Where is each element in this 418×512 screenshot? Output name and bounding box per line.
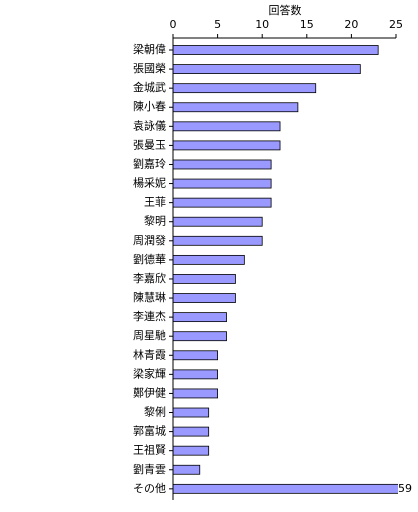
y-tick-label: 陳小春: [133, 100, 166, 113]
bar: [173, 312, 227, 323]
bar: [173, 274, 236, 284]
y-tick-label: 王祖賢: [133, 443, 166, 457]
y-tick-label: 袁詠儀: [133, 118, 166, 132]
y-tick-label: 劉青雲: [133, 462, 166, 476]
bar: [173, 369, 218, 380]
x-tick-label: 20: [344, 18, 358, 31]
y-tick-label: 劉嘉玲: [133, 156, 166, 170]
y-tick-label: 劉德華: [133, 252, 166, 266]
x-tick-label: 25: [389, 18, 403, 31]
y-tick-label: 王菲: [144, 196, 166, 209]
bar: [173, 178, 272, 189]
y-tick-label: 張國榮: [133, 61, 166, 75]
y-tick-label: 郭富城: [133, 424, 166, 438]
y-tick-label: 楊采妮: [133, 176, 166, 190]
bar: [173, 159, 272, 170]
y-tick-label: 周星馳: [133, 328, 166, 342]
x-tick-label: 5: [214, 18, 221, 31]
y-tick-label: 周潤發: [133, 233, 166, 247]
bar: [173, 445, 210, 456]
bar: [173, 102, 299, 113]
y-tick-label: 李嘉欣: [133, 271, 166, 285]
bar: [173, 350, 218, 361]
y-tick-label: 梁家輝: [133, 366, 166, 380]
axis-title: 回答数: [269, 3, 302, 17]
bar: [173, 235, 263, 246]
bar: [173, 45, 379, 55]
bar: [173, 121, 281, 132]
x-tick-label: 15: [300, 18, 314, 31]
y-tick-label: 黎明: [144, 214, 166, 228]
y-tick-label: その他: [133, 482, 166, 495]
y-tick-label: 李連杰: [133, 309, 166, 323]
value-label: 59: [398, 482, 412, 495]
y-tick-label: 林青霞: [133, 347, 166, 361]
y-tick-label: 金城武: [133, 80, 166, 94]
bar: [173, 216, 263, 227]
y-tick-label: 黎俐: [144, 405, 166, 419]
x-tick-label: 0: [170, 18, 177, 31]
bar: [173, 140, 281, 151]
bar: [173, 64, 361, 74]
bar: [173, 483, 398, 494]
y-tick-label: 梁朝偉: [133, 42, 166, 56]
y-tick-label: 陳慧琳: [133, 290, 166, 304]
bar: [173, 388, 218, 399]
bar: [173, 407, 210, 418]
y-tick-label: 鄭伊健: [133, 385, 166, 399]
bar: [173, 464, 201, 475]
bar: [173, 254, 245, 265]
y-tick-label: 張曼玉: [133, 138, 166, 151]
bar: [173, 331, 227, 342]
bar: [173, 197, 272, 208]
bar: [173, 426, 210, 437]
bars: [173, 45, 398, 494]
x-tick-label: 10: [255, 18, 269, 31]
bar: [173, 83, 317, 94]
bar: [173, 293, 236, 303]
